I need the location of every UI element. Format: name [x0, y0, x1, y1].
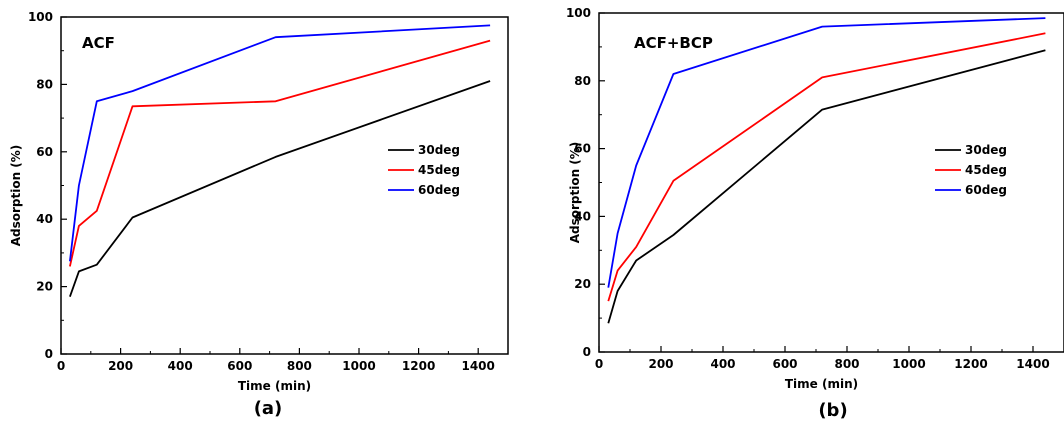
- y-tick-label: 100: [566, 6, 591, 20]
- y-tick-label: 0: [45, 347, 53, 361]
- y-tick-label: 40: [36, 212, 53, 226]
- x-tick-label: 800: [834, 357, 859, 371]
- y-tick-label: 60: [574, 142, 591, 156]
- series-line-45deg: [69, 39, 491, 267]
- x-axis-title: Time (min): [238, 379, 311, 393]
- x-tick-label: 1200: [954, 357, 987, 371]
- x-tick-label: 0: [57, 359, 65, 373]
- legend-label-30deg: 30deg: [965, 143, 1007, 157]
- chart-b-svg: 0 200 400 600 800 1000 1200 1400 0 20 40 60 80 100 Tim…: [566, 6, 1064, 421]
- series-line-45deg: [607, 32, 1046, 302]
- legend-label-60deg: 60deg: [965, 183, 1007, 197]
- chart-label: ACF+BCP: [634, 34, 713, 52]
- y-tick-label: 20: [574, 277, 591, 291]
- series-line-30deg: [607, 49, 1046, 324]
- x-tick-label: 400: [710, 357, 735, 371]
- y-tick-label: 60: [36, 145, 53, 159]
- x-tick-label: 1000: [892, 357, 925, 371]
- x-tick-label: 1000: [342, 359, 375, 373]
- x-tick-label: 0: [595, 357, 603, 371]
- y-tick-label: 100: [28, 10, 53, 24]
- y-tick-label: 80: [574, 74, 591, 88]
- y-tick-label: 40: [574, 209, 591, 223]
- series-line-30deg: [69, 80, 491, 298]
- chart-panel-a: 0 200 400 600 800 1000 1200 1400 0 20 40 60 80 100 Tim…: [9, 10, 509, 419]
- y-tick-label: 0: [583, 345, 591, 359]
- chart-label: ACF: [82, 34, 115, 52]
- chart-a-svg: 0 200 400 600 800 1000 1200 1400 0 20 40 60 80 100 Tim…: [9, 10, 509, 419]
- x-tick-label: 600: [227, 359, 252, 373]
- x-tick-label: 800: [287, 359, 312, 373]
- y-axis-title: Adsorption (%): [9, 145, 23, 247]
- y-tick-label: 20: [36, 280, 53, 294]
- legend-label-60deg: 60deg: [418, 183, 460, 197]
- x-tick-label: 1200: [402, 359, 435, 373]
- x-tick-label: 1400: [461, 359, 494, 373]
- x-tick-label: 200: [648, 357, 673, 371]
- chart-caption: (b): [818, 400, 847, 421]
- x-tick-label: 600: [772, 357, 797, 371]
- legend-label-45deg: 45deg: [965, 163, 1007, 177]
- chart-panel-b: 0 200 400 600 800 1000 1200 1400 0 20 40 60 80 100 Tim…: [532, 0, 1064, 430]
- chart-caption: (a): [254, 398, 283, 419]
- series-line-60deg: [69, 24, 491, 262]
- x-tick-label: 400: [168, 359, 193, 373]
- legend-label-30deg: 30deg: [418, 143, 460, 157]
- x-tick-label: 1400: [1016, 357, 1049, 371]
- x-tick-label: 200: [108, 359, 133, 373]
- series-line-60deg: [607, 17, 1046, 288]
- legend-label-45deg: 45deg: [418, 163, 460, 177]
- y-axis-title: Adsorption (%): [568, 142, 582, 244]
- x-axis-title: Time (min): [785, 377, 858, 391]
- y-tick-label: 80: [36, 77, 53, 91]
